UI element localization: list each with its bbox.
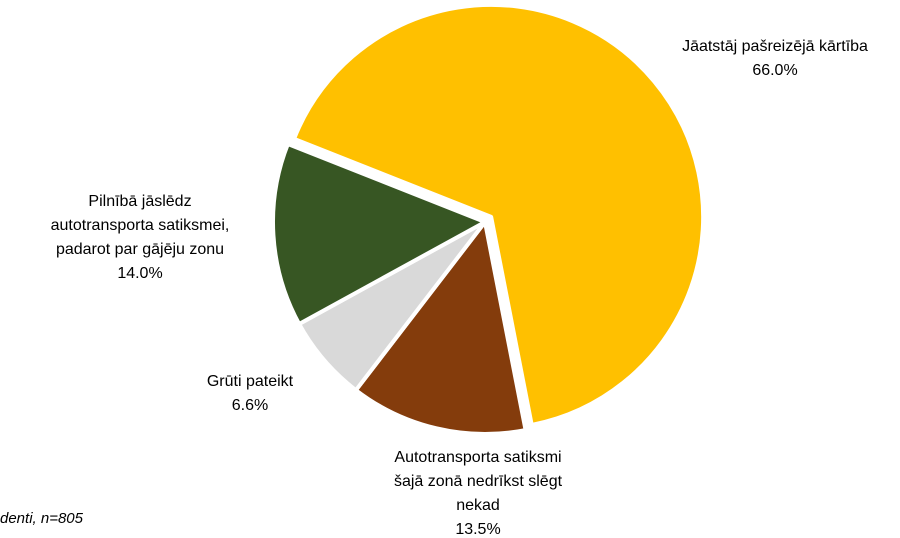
slice-label: Autotransporta satiksmi šajā zonā nedrīk… bbox=[388, 446, 568, 538]
pie-slice bbox=[353, 220, 528, 436]
value-label: 14.0% bbox=[117, 265, 163, 282]
value-label: 6.6% bbox=[231, 397, 269, 414]
pie-slice bbox=[271, 141, 487, 326]
value-label: 13.5% bbox=[455, 521, 501, 538]
category-label: Jāatstāj pašreizējā kārtība bbox=[682, 38, 868, 55]
category-label: Autotransporta satiksmi šajā zonā nedrīk… bbox=[393, 449, 563, 514]
slice-label: Pilnībā jāslēdz autotransporta satiksmei… bbox=[35, 190, 245, 286]
pie-slice bbox=[292, 2, 706, 427]
value-label: 66.0% bbox=[752, 62, 798, 79]
category-label: Grūti pateikt bbox=[206, 373, 294, 390]
footnote: denti, n=805 bbox=[0, 510, 83, 527]
category-label: Pilnībā jāslēdz autotransporta satiksmei… bbox=[50, 193, 230, 258]
slice-label: Grūti pateikt 6.6% bbox=[180, 370, 320, 418]
slice-label: Jāatstāj pašreizējā kārtība 66.0% bbox=[645, 35, 900, 83]
